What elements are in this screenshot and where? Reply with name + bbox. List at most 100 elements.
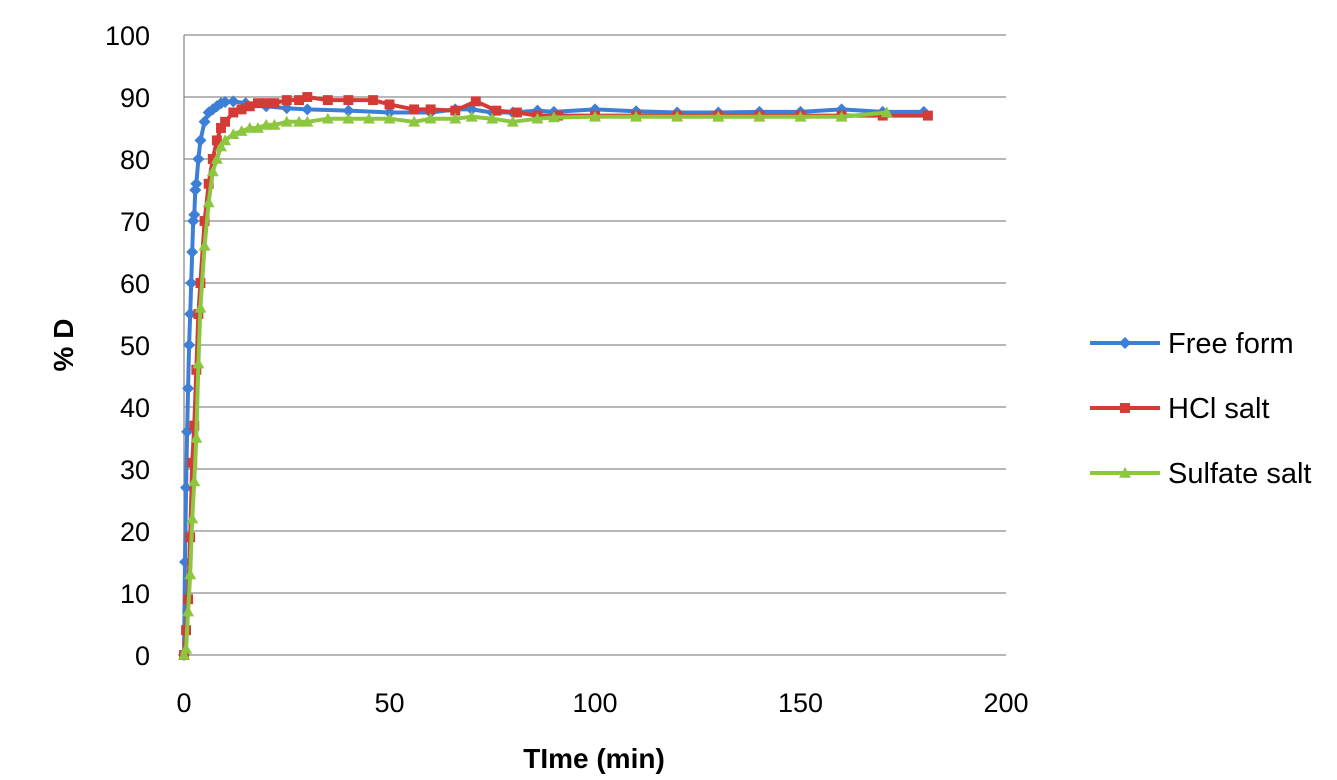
data-point [236,104,247,115]
data-point [409,104,420,115]
data-point [408,115,421,127]
y-tick-label: 60 [120,269,150,299]
data-point [880,106,893,118]
data-point [219,134,232,146]
data-point [506,115,519,127]
data-point [922,110,933,121]
data-point [491,105,502,116]
y-tick-label: 0 [135,641,150,671]
data-point [322,95,333,106]
data-point [671,110,684,122]
data-point [1119,337,1131,349]
x-tick-label: 150 [778,688,823,718]
data-point [835,110,848,122]
data-point [449,112,462,124]
data-point [531,112,544,124]
data-point [251,122,264,133]
data-point [192,357,205,369]
data-point [450,105,461,116]
data-point [182,605,195,617]
x-tick-label: 50 [374,688,404,718]
y-axis-title: % D [48,319,79,372]
data-point [192,153,205,165]
y-tick-labels: 0 10 20 30 40 50 60 70 80 90 100 [105,21,150,671]
data-point [280,115,293,127]
data-point [243,122,256,133]
x-axis-title: TIme (min) [523,743,665,774]
y-tick-label: 20 [120,517,150,547]
data-point [220,116,231,127]
data-point [342,112,355,124]
data-point [202,196,215,208]
data-point [547,111,560,123]
data-point [425,104,436,115]
data-point [294,95,305,106]
data-point [1120,403,1130,413]
data-point [189,420,200,431]
data-point [180,642,193,654]
data-point [184,308,197,320]
data-point [293,115,306,127]
legend-item: Sulfate salt [1090,458,1311,490]
data-point [321,112,334,124]
data-point [183,339,196,351]
y-tick-label: 70 [120,207,150,237]
series-sulfate-salt [178,106,893,660]
data-point [186,512,199,524]
data-point [280,102,293,115]
data-point [383,112,396,124]
data-point [184,568,197,580]
data-point [182,382,195,395]
data-point [465,110,478,122]
data-point [281,95,292,106]
y-tick-label: 40 [120,393,150,423]
data-point [486,112,499,124]
data-point [253,98,263,109]
data-point [244,101,255,112]
data-point [362,112,375,124]
x-tick-labels: 0 50 100 150 200 [176,688,1028,718]
data-point [794,110,807,122]
data-point [203,178,214,189]
x-tick-label: 100 [572,688,617,718]
legend: Free form HCl salt Sulfate salt [1090,328,1311,490]
x-tick-label: 200 [983,688,1028,718]
data-point [235,125,248,136]
data-point [302,92,313,102]
y-tick-label: 30 [120,455,150,485]
data-point [268,118,281,130]
data-point [190,177,203,190]
data-point [368,95,379,106]
data-point [198,239,211,251]
data-point [269,98,280,109]
series-line [182,99,926,657]
data-point [424,112,437,124]
data-point [301,115,314,127]
legend-label: Sulfate salt [1168,458,1311,490]
data-point [753,110,766,122]
data-point [343,95,354,106]
y-tick-label: 100 [105,21,150,51]
y-tick-label: 50 [120,331,150,361]
data-point [188,208,201,221]
data-point [207,154,218,164]
y-tick-label: 90 [120,83,150,113]
series-line [182,110,889,657]
data-point [190,432,203,443]
series-line [182,95,930,657]
data-point [216,123,226,133]
x-tick-label: 0 [176,688,191,718]
data-point [589,110,601,122]
data-point [219,95,232,108]
data-point [227,95,240,108]
data-point [180,481,193,494]
plot-area [178,92,933,661]
legend-item: HCl salt [1090,393,1270,425]
data-point [188,475,201,487]
data-point [511,107,522,118]
data-point [185,277,198,289]
data-point [194,301,207,313]
y-tick-label: 80 [120,145,150,175]
data-point [470,96,481,107]
